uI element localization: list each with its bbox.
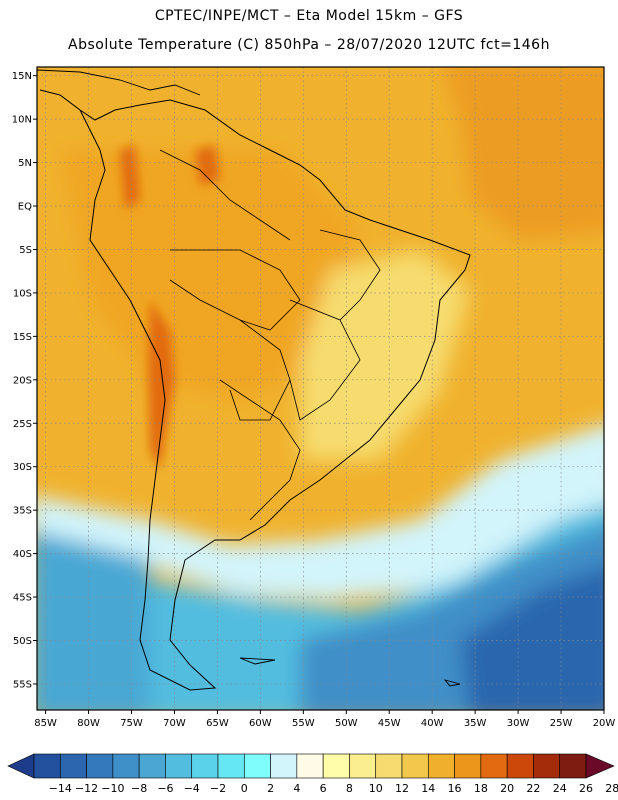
amazon-region [60, 150, 360, 400]
lat-tick-label: 20S [13, 375, 32, 386]
colorbar-swatch [59, 753, 87, 779]
colorbar-label: 28 [605, 782, 618, 795]
lat-tick-label: EQ [18, 202, 32, 213]
colorbar-label: −12 [75, 782, 98, 795]
coastline-outline [37, 69, 471, 691]
colorbar-label: 8 [346, 782, 353, 795]
colorbar-swatch [559, 753, 587, 779]
colorbar-swatch [296, 753, 324, 779]
colorbar-label: −2 [210, 782, 226, 795]
colorbar-swatch [375, 753, 403, 779]
lat-tick-label: 10S [13, 288, 32, 299]
colorbar-swatch [401, 753, 429, 779]
colorbar-label: −6 [157, 782, 173, 795]
colorbar-overflow-arrow [585, 753, 615, 779]
colorbar-swatch [138, 753, 166, 779]
lon-tick-label: 25W [550, 718, 573, 729]
colorbar-swatch [322, 753, 350, 779]
colorbar-label: −8 [131, 782, 147, 795]
colorbar-underflow-arrow [7, 753, 35, 779]
colorbar-swatch [454, 753, 482, 779]
colorbar-label: 10 [369, 782, 383, 795]
temperature-field [37, 67, 604, 710]
pacific-cool-region [37, 531, 150, 710]
colorbar-swatch [427, 753, 455, 779]
lon-tick-label: 30W [507, 718, 530, 729]
lat-tick-label: 55S [13, 679, 32, 690]
colorbar-swatch [112, 753, 140, 779]
chart-title-line1: CPTEC/INPE/MCT – Eta Model 15km – GFS [154, 8, 464, 24]
colorbar-label: 6 [320, 782, 327, 795]
lon-tick-label: 55W [292, 718, 315, 729]
longitude-ticks: 85W 80W 75W 70W 65W 60W 55W 50W 45W 40W 35W 30W 25W 2… [34, 710, 615, 729]
colorbar-swatch [217, 753, 245, 779]
colorbar-swatch [349, 753, 377, 779]
lon-tick-label: 65W [206, 718, 229, 729]
lon-tick-label: 80W [77, 718, 100, 729]
colorbar-label: 20 [500, 782, 514, 795]
warm-north-ocean-region [442, 67, 604, 240]
colorbar-label: 18 [474, 782, 488, 795]
south-atlantic-cold-region [460, 566, 604, 710]
colorbar-label: 22 [526, 782, 540, 795]
chart-title-line2: Absolute Temperature (C) 850hPa – 28/07/… [68, 37, 550, 53]
lat-tick-label: 35S [13, 506, 32, 517]
colorbar: −14 −12 −10 −8 −6 −4 −2 0 2 4 6 8 10 12 14 16 18 20 22 24 26… [7, 753, 618, 795]
colorbar-label: 0 [241, 782, 248, 795]
lat-tick-label: 15S [13, 332, 32, 343]
lat-tick-label: 50S [13, 636, 32, 647]
colorbar-label: 4 [293, 782, 300, 795]
colorbar-swatch [506, 753, 534, 779]
lon-tick-label: 45W [378, 718, 401, 729]
lon-tick-label: 70W [163, 718, 186, 729]
colorbar-swatch [33, 753, 61, 779]
latitude-ticks: 15N 10N 5N EQ 5S 10S 15S 20S 25S 30S 35S 40S 45S 50S 5… [12, 71, 37, 690]
lat-tick-label: 10N [12, 115, 32, 126]
colorbar-swatch [243, 753, 271, 779]
colorbar-label: 14 [421, 782, 435, 795]
colorbar-swatch [165, 753, 193, 779]
front-band-region [37, 425, 604, 600]
lon-tick-label: 40W [421, 718, 444, 729]
lon-tick-label: 75W [120, 718, 143, 729]
colorbar-label: 26 [579, 782, 593, 795]
lat-tick-label: 25S [13, 419, 32, 430]
lat-tick-label: 45S [13, 593, 32, 604]
colorbar-label: 24 [553, 782, 567, 795]
lon-tick-label: 50W [335, 718, 358, 729]
lat-tick-label: 5N [18, 158, 32, 169]
lon-tick-label: 20W [593, 718, 616, 729]
colorbar-swatch [270, 753, 298, 779]
colorbar-label: −14 [49, 782, 72, 795]
colorbar-label: 2 [267, 782, 274, 795]
lat-tick-label: 15N [12, 71, 32, 82]
lat-tick-label: 30S [13, 462, 32, 473]
lat-tick-label: 40S [13, 549, 32, 560]
colorbar-swatch [191, 753, 219, 779]
lon-tick-label: 35W [464, 718, 487, 729]
brazil-east-region [300, 250, 470, 460]
colorbar-swatch [86, 753, 114, 779]
lon-tick-label: 60W [249, 718, 272, 729]
colorbar-label: −4 [184, 782, 200, 795]
colorbar-label: 12 [395, 782, 409, 795]
colorbar-swatch [480, 753, 508, 779]
andes-peaks-region [120, 145, 220, 470]
lat-tick-label: 5S [19, 245, 32, 256]
colorbar-swatch [533, 753, 561, 779]
lon-tick-label: 85W [34, 718, 57, 729]
map-frame [36, 66, 605, 711]
colorbar-label: −10 [101, 782, 124, 795]
colorbar-label: 16 [448, 782, 462, 795]
